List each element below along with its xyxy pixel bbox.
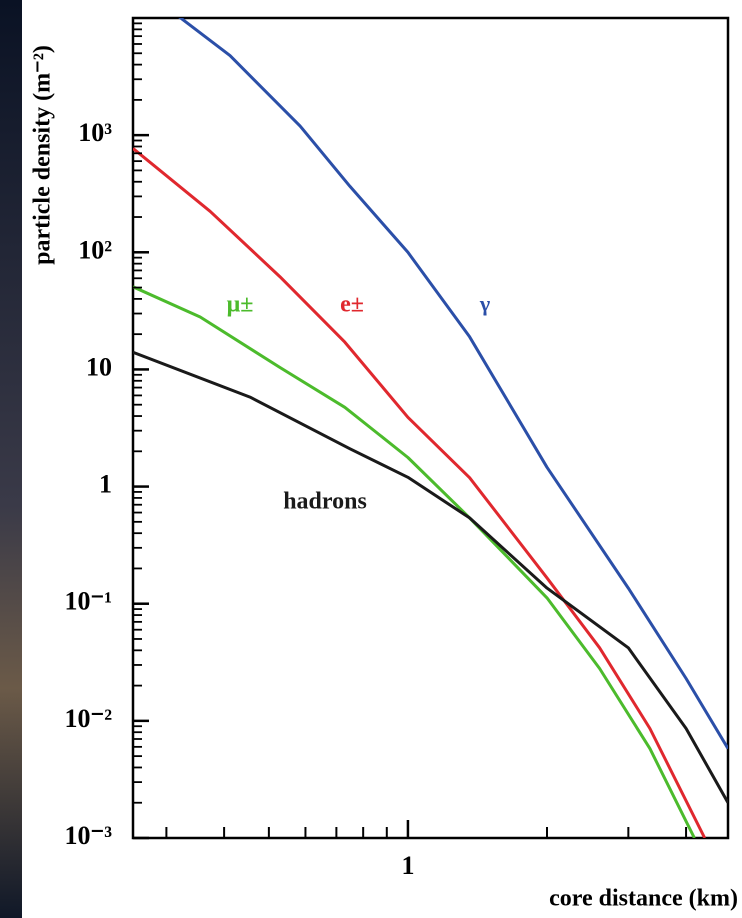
x-tick-label: 1	[401, 851, 414, 880]
y-tick-label: 10	[86, 352, 112, 381]
y-tick-label: 10⁻²	[64, 704, 112, 733]
plot-frame	[131, 16, 730, 840]
y-tick-label: 10⁻¹	[64, 587, 112, 616]
panel	[22, 0, 742, 918]
y-axis-label: particle density (m⁻²)	[30, 45, 56, 265]
y-tick-label: 1	[99, 470, 112, 499]
series-label: hadrons	[283, 489, 367, 515]
series-line	[133, 147, 707, 838]
x-axis-label: core distance (km)	[549, 886, 738, 912]
series-label: e±	[340, 292, 364, 318]
y-tick-label: 10³	[78, 118, 112, 147]
y-tick-label: 10⁻³	[64, 821, 112, 850]
background-strip	[0, 0, 22, 918]
series-line	[133, 350, 728, 804]
series-label: μ±	[227, 292, 254, 318]
y-tick-label: 10²	[78, 235, 112, 264]
series-label: γ	[479, 291, 490, 316]
series-line	[178, 18, 728, 750]
series-line	[133, 285, 696, 838]
plot-area	[133, 18, 728, 838]
